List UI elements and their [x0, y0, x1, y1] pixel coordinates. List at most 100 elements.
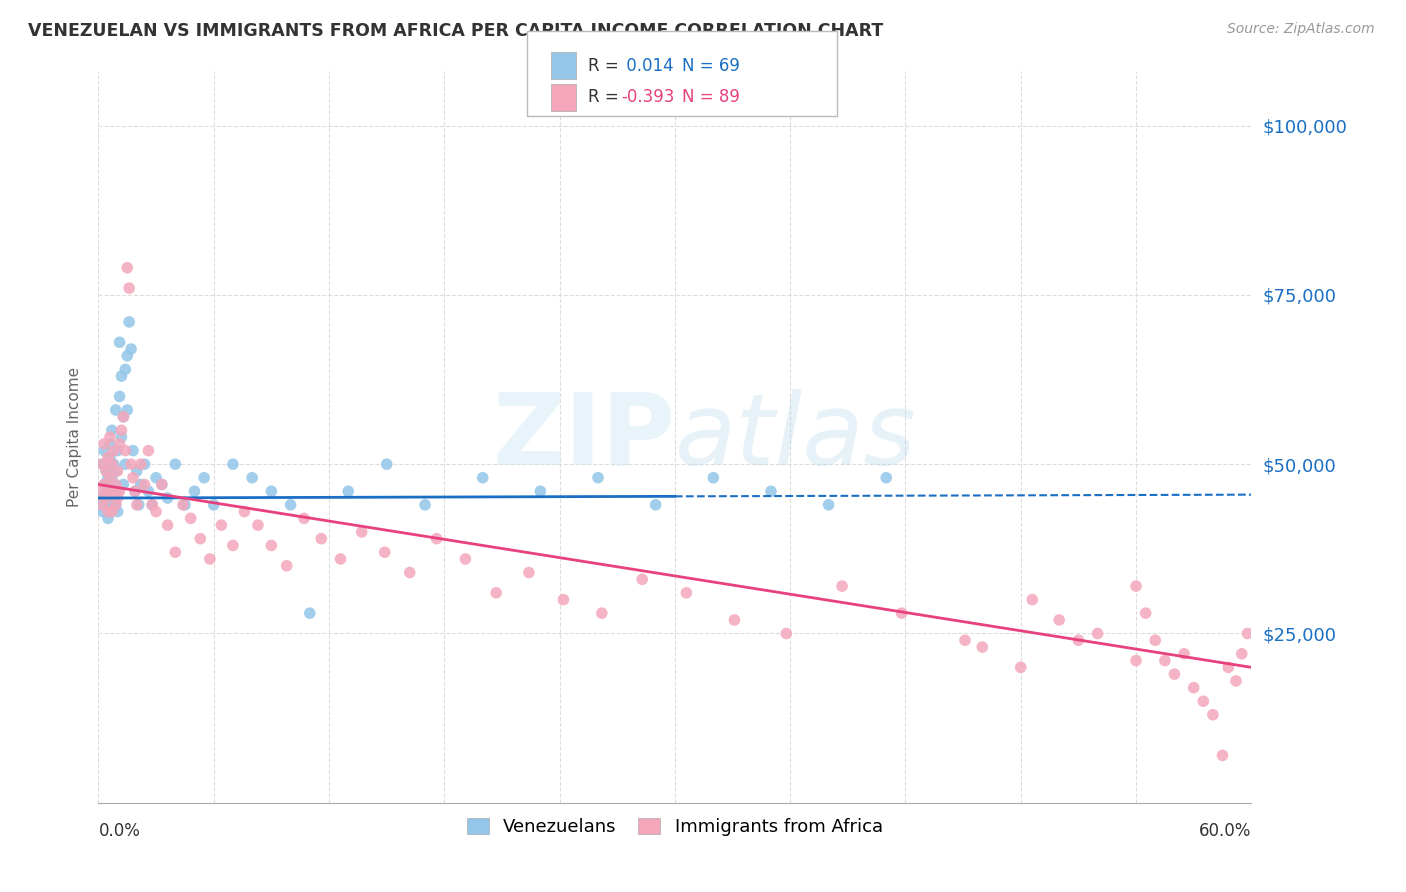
Point	[104, 498, 127, 512]
Point	[1236, 626, 1258, 640]
Point	[246, 518, 269, 533]
Point	[97, 471, 120, 485]
Point	[104, 477, 127, 491]
Point	[1230, 647, 1253, 661]
Point	[93, 437, 115, 451]
Point	[1173, 647, 1195, 661]
Point	[120, 342, 142, 356]
Point	[471, 471, 494, 485]
Point	[107, 505, 129, 519]
Point	[98, 430, 121, 444]
Point	[759, 484, 782, 499]
Point	[94, 464, 117, 478]
Point	[165, 545, 187, 559]
Point	[1192, 694, 1215, 708]
Point	[93, 498, 115, 512]
Point	[1218, 660, 1240, 674]
Point	[101, 505, 124, 519]
Point	[124, 484, 146, 499]
Point	[107, 484, 129, 499]
Text: Source: ZipAtlas.com: Source: ZipAtlas.com	[1227, 22, 1375, 37]
Point	[114, 443, 136, 458]
Point	[103, 457, 125, 471]
Point	[890, 606, 912, 620]
Point	[97, 450, 120, 465]
Point	[1154, 654, 1177, 668]
Point	[117, 403, 139, 417]
Point	[150, 477, 173, 491]
Point	[108, 437, 131, 451]
Point	[103, 443, 125, 458]
Point	[98, 450, 121, 465]
Point	[125, 464, 148, 478]
Point	[138, 443, 160, 458]
Point	[114, 362, 136, 376]
Point	[174, 498, 197, 512]
Y-axis label: Per Capita Income: Per Capita Income	[67, 367, 83, 508]
Point	[138, 484, 160, 499]
Point	[529, 484, 551, 499]
Point	[118, 281, 141, 295]
Point	[104, 403, 127, 417]
Point	[128, 498, 150, 512]
Point	[156, 518, 179, 533]
Point	[107, 491, 129, 505]
Point	[94, 484, 117, 499]
Point	[98, 484, 121, 499]
Point	[110, 430, 132, 444]
Point	[91, 498, 114, 512]
Point	[240, 471, 263, 485]
Point	[375, 457, 398, 471]
Point	[117, 349, 139, 363]
Point	[108, 389, 131, 403]
Point	[188, 532, 211, 546]
Point	[1087, 626, 1109, 640]
Point	[97, 491, 120, 505]
Point	[89, 484, 111, 499]
Point	[112, 409, 135, 424]
Point	[292, 511, 315, 525]
Point	[98, 437, 121, 451]
Point	[150, 477, 173, 491]
Point	[129, 457, 152, 471]
Point	[222, 457, 245, 471]
Point	[91, 457, 114, 471]
Text: R =: R =	[588, 56, 624, 75]
Point	[118, 315, 141, 329]
Point	[233, 505, 256, 519]
Text: N = 89: N = 89	[682, 88, 740, 106]
Point	[1202, 707, 1225, 722]
Point	[114, 457, 136, 471]
Point	[112, 409, 135, 424]
Point	[485, 586, 508, 600]
Point	[145, 471, 167, 485]
Point	[1047, 613, 1070, 627]
Point	[775, 626, 797, 640]
Point	[222, 538, 245, 552]
Point	[107, 443, 129, 458]
Point	[125, 498, 148, 512]
Text: VENEZUELAN VS IMMIGRANTS FROM AFRICA PER CAPITA INCOME CORRELATION CHART: VENEZUELAN VS IMMIGRANTS FROM AFRICA PER…	[28, 22, 883, 40]
Point	[1125, 654, 1147, 668]
Point	[91, 457, 114, 471]
Point	[198, 552, 221, 566]
Point	[97, 511, 120, 525]
Point	[202, 498, 225, 512]
Text: 0.014: 0.014	[621, 56, 673, 75]
Point	[117, 260, 139, 275]
Point	[122, 443, 145, 458]
Point	[141, 498, 163, 512]
Point	[337, 484, 360, 499]
Point	[1225, 673, 1247, 688]
Text: -0.393: -0.393	[621, 88, 675, 106]
Point	[260, 484, 283, 499]
Point	[1144, 633, 1167, 648]
Point	[165, 457, 187, 471]
Point	[553, 592, 575, 607]
Point	[350, 524, 373, 539]
Point	[108, 335, 131, 350]
Point	[675, 586, 697, 600]
Point	[172, 498, 194, 512]
Point	[94, 464, 117, 478]
Point	[631, 572, 654, 586]
